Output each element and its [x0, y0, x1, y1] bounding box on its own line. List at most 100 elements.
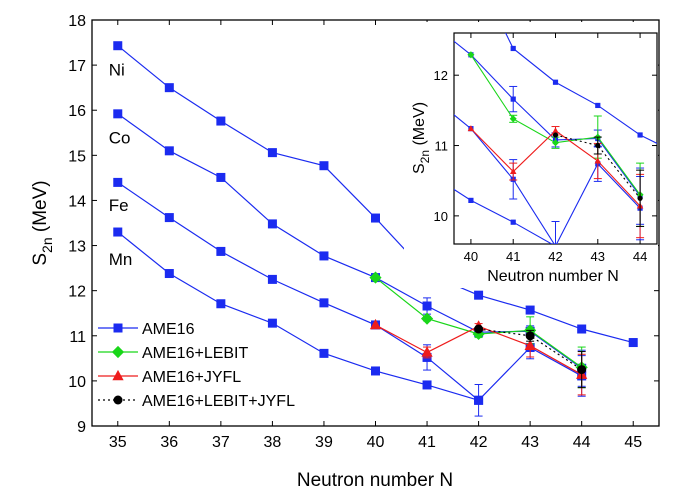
- y-tick-label: 10: [68, 374, 86, 391]
- legend-marker: [111, 345, 125, 359]
- x-tick-label: 42: [470, 434, 488, 451]
- y-tick-label: 11: [435, 139, 449, 154]
- data-point: [369, 271, 382, 284]
- data-point: [467, 125, 475, 132]
- data-point: [468, 197, 474, 203]
- data-point: [510, 219, 516, 225]
- data-point: [371, 366, 380, 376]
- x-tick-label: 41: [506, 249, 520, 264]
- x-tick-label: 37: [212, 434, 230, 451]
- x-tick-label: 40: [367, 434, 385, 451]
- legend-marker: [112, 369, 124, 381]
- data-point: [577, 324, 587, 334]
- data-point: [422, 380, 432, 390]
- data-point: [525, 305, 535, 315]
- data-point: [524, 339, 536, 350]
- inset-plot: 40 41 42 43 44 10 11 12 Neutron number N S2n (M…: [299, 11, 658, 288]
- data-point: [628, 338, 638, 348]
- series-line: [117, 181, 582, 402]
- y-tick-label: 12: [434, 68, 448, 83]
- data-point: [509, 168, 517, 175]
- data-point: [164, 213, 174, 223]
- legend-label: AME16: [142, 321, 195, 338]
- data-point: [299, 46, 304, 51]
- x-tick-label: 43: [521, 434, 539, 451]
- data-point: [510, 96, 516, 102]
- data-point: [113, 109, 123, 119]
- series-mn-ame16: [113, 227, 484, 405]
- data-point: [341, 11, 346, 16]
- main-axis-ticks: 35 36 37 38 39 40 41 42 43 44 45 9 10 11 12 13 14 15 16 17 1…: [68, 13, 659, 451]
- inset-axis-ticks: 40 41 42 43 44 10 11 12: [434, 33, 657, 264]
- x-tick-label: 44: [633, 249, 647, 264]
- data-point: [216, 299, 226, 309]
- main-plot: 35 36 37 38 39 40 41 42 43 44 45 9 10 11 12 13 14 15 16 17 1…: [30, 13, 660, 491]
- legend-entry-ame16-jyfl: AME16+JYFL: [98, 369, 241, 386]
- x-tick-label: 44: [573, 434, 591, 451]
- series-line: [454, 40, 641, 197]
- data-point: [422, 301, 432, 311]
- data-point: [113, 41, 123, 51]
- data-point: [216, 116, 226, 126]
- data-point: [420, 312, 434, 325]
- data-point: [267, 219, 277, 229]
- legend: AME16 AME16+LEBIT AME16+JYFL AME16+LEBIT+JY…: [98, 321, 295, 410]
- series-line: [454, 114, 641, 244]
- data-point: [319, 348, 329, 358]
- data-point: [552, 243, 559, 244]
- data-point: [319, 161, 329, 171]
- legend-entry-ame16-lebit-jyfl: AME16+LEBIT+JYFL: [98, 393, 295, 410]
- x-tick-label: 40: [464, 249, 478, 264]
- series-line: [454, 188, 553, 244]
- data-point: [552, 79, 559, 85]
- series-line: [505, 33, 657, 145]
- series-co-ame16-lebit-jyfl: [474, 324, 587, 389]
- data-point: [637, 132, 643, 138]
- data-point: [113, 177, 123, 187]
- series-ni-ame16: [505, 33, 657, 145]
- main-y-axis-label: S2n (MeV): [30, 180, 55, 265]
- legend-marker: [113, 323, 123, 333]
- data-point: [552, 127, 559, 134]
- y-tick-label: 13: [68, 239, 86, 256]
- element-label-co: Co: [109, 128, 131, 147]
- legend-label: AME16+LEBIT: [142, 345, 249, 362]
- data-point: [637, 195, 643, 201]
- y-tick-label: 17: [68, 58, 86, 75]
- main-x-axis-label: Neutron number N: [297, 470, 453, 491]
- data-point: [216, 246, 226, 256]
- x-tick-label: 43: [591, 249, 605, 264]
- data-point: [319, 298, 329, 308]
- element-label-ni: Ni: [109, 61, 125, 80]
- data-point: [595, 102, 601, 109]
- data-point: [267, 274, 277, 284]
- data-point: [525, 331, 535, 341]
- y-tick-label: 16: [68, 103, 86, 120]
- data-point: [267, 148, 277, 158]
- data-point: [509, 115, 517, 123]
- element-label-fe: Fe: [109, 196, 129, 215]
- y-tick-label: 9: [77, 419, 86, 436]
- legend-entry-ame16-lebit: AME16+LEBIT: [98, 345, 249, 362]
- legend-label: AME16+JYFL: [142, 369, 241, 386]
- data-point: [474, 324, 484, 334]
- data-point: [552, 132, 559, 138]
- series-ni-ame16: [113, 41, 638, 348]
- x-tick-label: 39: [315, 434, 333, 451]
- data-point: [384, 123, 389, 128]
- y-tick-label: 14: [68, 193, 86, 210]
- x-tick-label: 41: [418, 434, 436, 451]
- data-point: [510, 45, 516, 52]
- data-point: [384, 55, 389, 60]
- data-point: [594, 157, 602, 164]
- series-line: [117, 231, 479, 401]
- inset-y-axis-label: S2n (MeV): [411, 102, 432, 174]
- data-point: [216, 172, 226, 182]
- main-series: [113, 41, 638, 417]
- y-tick-label: 11: [69, 329, 86, 346]
- data-point: [369, 318, 382, 330]
- data-point: [577, 365, 587, 375]
- y-tick-label: 18: [68, 13, 86, 30]
- data-point: [474, 290, 484, 300]
